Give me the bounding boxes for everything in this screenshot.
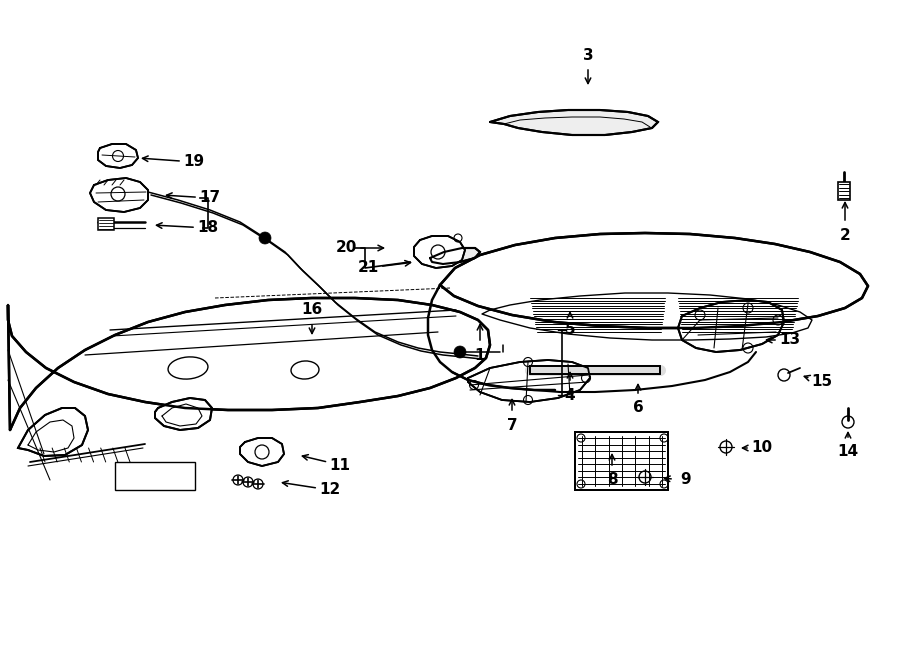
Text: 3: 3	[582, 48, 593, 63]
Polygon shape	[240, 438, 284, 466]
Polygon shape	[8, 298, 490, 430]
Polygon shape	[678, 300, 784, 352]
Text: 1: 1	[475, 348, 485, 362]
Bar	[115, 462, 195, 490]
Text: 14: 14	[837, 444, 859, 459]
Polygon shape	[490, 110, 658, 135]
Polygon shape	[155, 398, 212, 430]
Text: 19: 19	[184, 155, 204, 169]
Polygon shape	[430, 248, 480, 264]
Text: 16: 16	[302, 303, 322, 317]
Polygon shape	[414, 236, 465, 268]
Text: 20: 20	[336, 241, 356, 256]
Bar	[98, 218, 114, 230]
Polygon shape	[18, 408, 88, 456]
Text: 5: 5	[564, 323, 575, 338]
Polygon shape	[98, 144, 138, 168]
Text: 9: 9	[680, 473, 691, 488]
Polygon shape	[90, 178, 148, 212]
Bar	[838, 182, 850, 200]
Text: 8: 8	[607, 473, 617, 488]
Text: 17: 17	[200, 190, 220, 206]
Polygon shape	[575, 432, 668, 490]
Text: 11: 11	[329, 457, 350, 473]
Text: 2: 2	[840, 227, 850, 243]
Text: 7: 7	[507, 418, 517, 432]
Text: 10: 10	[752, 440, 772, 455]
Circle shape	[259, 232, 271, 244]
Text: 15: 15	[812, 375, 833, 389]
Circle shape	[454, 346, 466, 358]
Text: 13: 13	[779, 332, 801, 348]
Text: 21: 21	[357, 260, 379, 276]
Polygon shape	[468, 360, 590, 402]
Polygon shape	[440, 233, 868, 328]
Polygon shape	[530, 366, 660, 374]
Text: 6: 6	[633, 401, 643, 416]
Text: 18: 18	[197, 221, 219, 235]
Text: 12: 12	[320, 483, 340, 498]
Text: 4: 4	[564, 387, 575, 403]
